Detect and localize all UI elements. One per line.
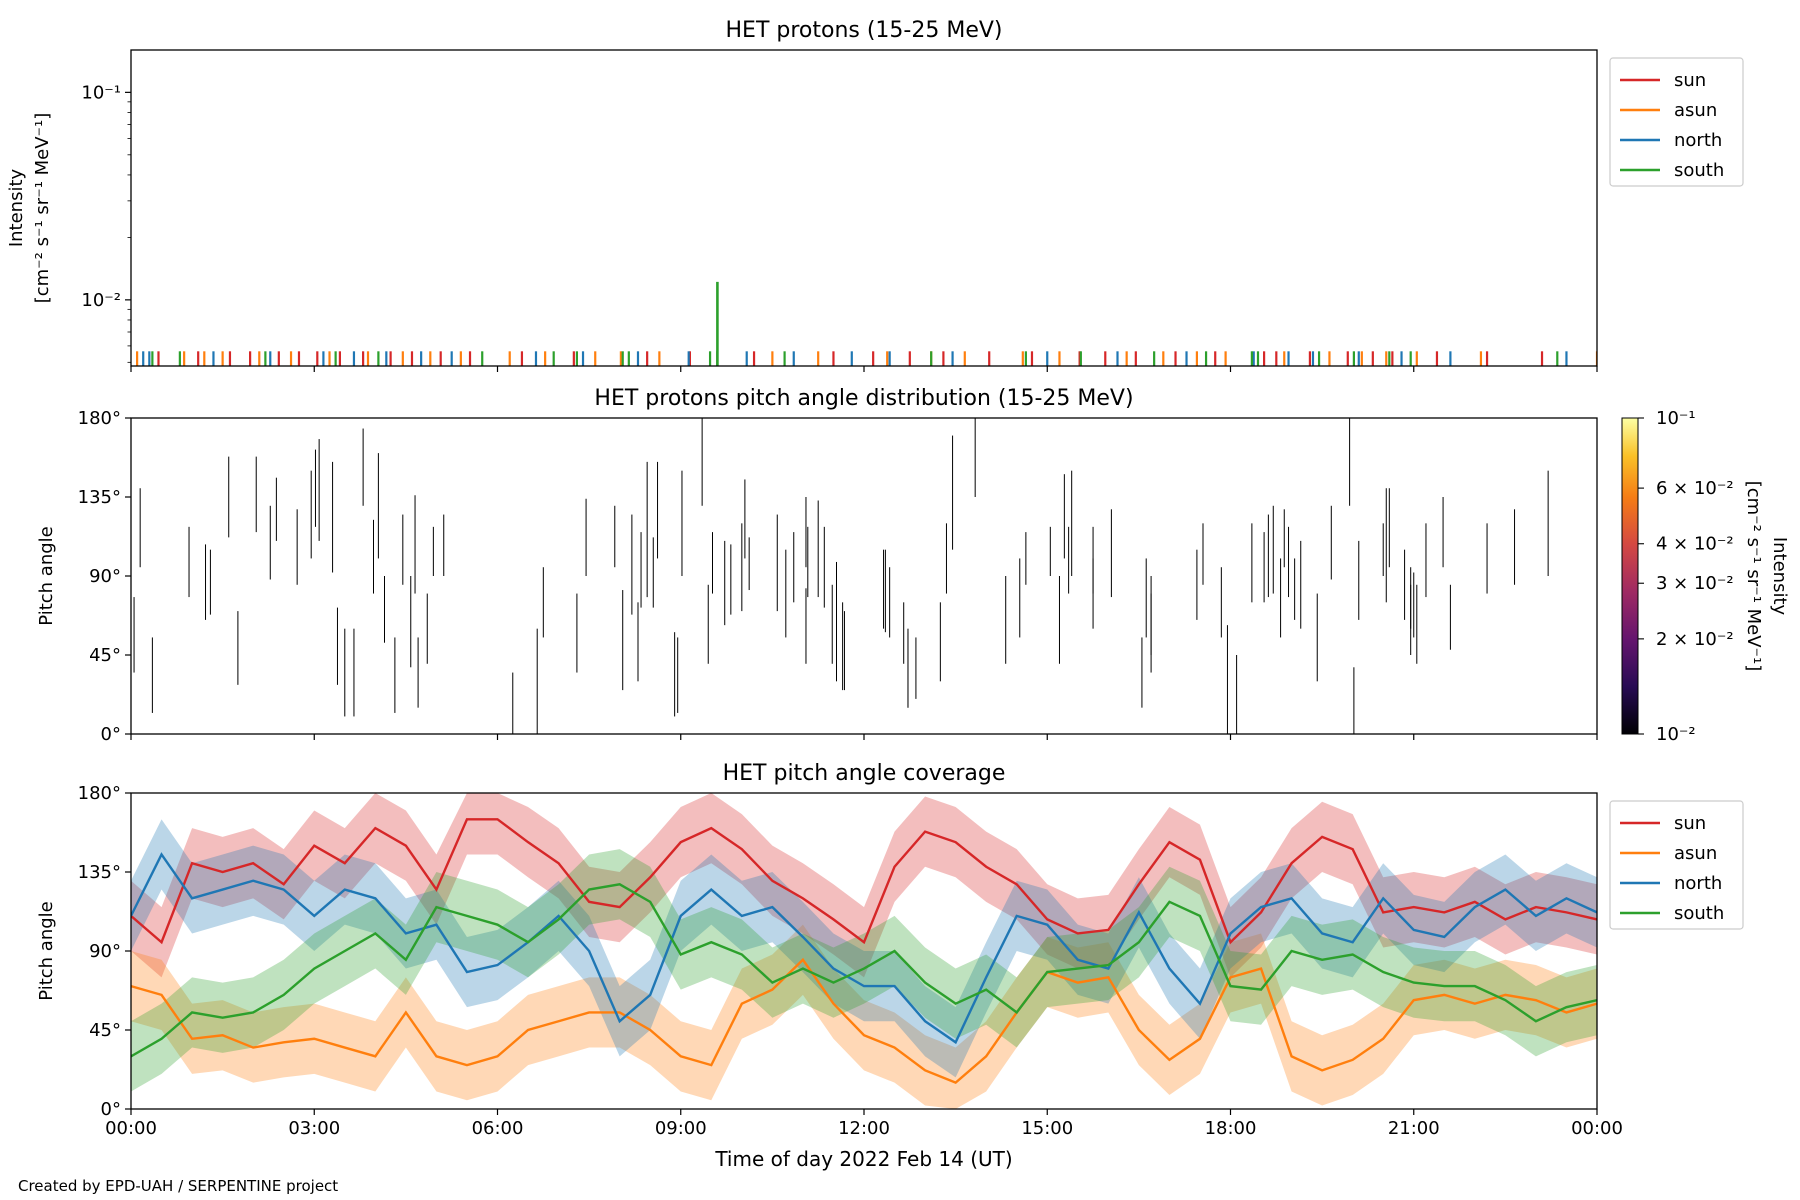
colorbar (1621, 417, 1639, 735)
panel-het-protons: HET protons (15-25 MeV) 10⁻¹ 10⁻² Intensi… (6, 18, 1744, 372)
panel2-marks (133, 418, 1549, 734)
colorbar-label-line1: Intensity (1769, 537, 1790, 616)
coverage-band-south (131, 849, 1597, 1092)
colorbar-tick-label: 3 × 10⁻² (1656, 573, 1734, 594)
x-tick-label: 15:00 (1021, 1118, 1073, 1139)
legend-label-south: south (1674, 160, 1724, 181)
x-tick-label: 18:00 (1205, 1118, 1257, 1139)
panel1-frame (130, 49, 1598, 367)
y-tick-label: 10⁻² (81, 290, 121, 311)
panel3-marks (131, 793, 1597, 1109)
y-tick-label: 135° (78, 487, 121, 508)
panel1-title: HET protons (15-25 MeV) (726, 18, 1003, 43)
coverage-line-asun (131, 957, 1597, 1085)
panel3-y-axis: 0° 45° 90° 135° 180° (78, 783, 131, 1120)
credit-text: Created by EPD-UAH / SERPENTINE project (18, 1177, 339, 1195)
legend-label-asun: asun (1674, 100, 1717, 121)
x-tick-label: 00:00 (105, 1118, 157, 1139)
colorbar-tick-label: 6 × 10⁻² (1656, 478, 1734, 499)
colorbar-tick-label: 10⁻² (1656, 724, 1696, 745)
x-tick-label: 00:00 (1571, 1118, 1623, 1139)
legend-box (1609, 57, 1744, 187)
y-tick-label: 45° (89, 1020, 121, 1041)
y-tick-label: 135° (78, 862, 121, 883)
panel2-title: HET protons pitch angle distribution (15… (594, 386, 1133, 411)
x-axis-label: Time of day 2022 Feb 14 (UT) (714, 1147, 1012, 1171)
legend-label-sun: sun (1674, 813, 1706, 834)
coverage-line-south (131, 883, 1597, 1058)
legend-top: sun asun north south (1609, 57, 1744, 187)
panel2-frame (130, 417, 1598, 735)
colorbar-tick-label: 4 × 10⁻² (1656, 534, 1734, 555)
x-tick-label: 09:00 (655, 1118, 707, 1139)
x-tick-label: 03:00 (288, 1118, 340, 1139)
colorbar-label-line2: [cm⁻² s⁻¹ sr⁻¹ MeV⁻¹] (1743, 481, 1764, 672)
coverage-line-north (131, 852, 1597, 1045)
legend-label-sun: sun (1674, 70, 1706, 91)
panel-pitch-angle-distribution: HET protons pitch angle distribution (15… (36, 386, 1790, 745)
legend-label-asun: asun (1674, 843, 1717, 864)
panel1-ylabel-line1: Intensity (6, 168, 27, 247)
legend-box (1609, 800, 1744, 930)
legend-label-north: north (1674, 873, 1722, 894)
x-tick-label: 12:00 (838, 1118, 890, 1139)
legend-bottom: sun asun north south (1609, 800, 1744, 930)
panel1-marks (136, 281, 1597, 366)
panel3-x-ticks: 00:00 03:00 06:00 09:00 12:00 15:00 18:00 21:00… (105, 1109, 1623, 1139)
y-tick-label: 180° (78, 408, 121, 429)
coverage-band-north (131, 819, 1597, 1078)
y-tick-label: 0° (101, 724, 121, 745)
panel2-x-ticks (130, 734, 1598, 740)
coverage-band-sun (131, 793, 1597, 978)
y-tick-label: 45° (89, 645, 121, 666)
coverage-line-sun (131, 818, 1597, 945)
panel1-y-axis: 10⁻¹ 10⁻² (81, 82, 131, 363)
panel3-ylabel: Pitch angle (36, 901, 57, 1000)
y-tick-label: 90° (89, 941, 121, 962)
legend-label-south: south (1674, 903, 1724, 924)
panel2-ylabel: Pitch angle (36, 526, 57, 625)
colorbar-tick-label: 10⁻¹ (1656, 408, 1696, 429)
x-tick-label: 21:00 (1388, 1118, 1440, 1139)
panel1-x-ticks (130, 366, 1598, 372)
y-tick-label: 90° (89, 566, 121, 587)
panel-pitch-angle-coverage: HET pitch angle coverage 0° 45° 90° 135° 180… (36, 761, 1744, 1171)
panel1-ylabel-line2: [cm⁻² s⁻¹ sr⁻¹ MeV⁻¹] (32, 113, 53, 304)
panel3-title: HET pitch angle coverage (723, 761, 1006, 786)
colorbar-tick-label: 2 × 10⁻² (1656, 629, 1734, 650)
x-tick-label: 06:00 (472, 1118, 524, 1139)
y-tick-label: 180° (78, 783, 121, 804)
colorbar-ticks: 10⁻¹ 6 × 10⁻² 4 × 10⁻² 3 × 10⁻² 2 × 10⁻² 10⁻² (1638, 408, 1734, 745)
y-tick-label: 10⁻¹ (81, 82, 121, 103)
coverage-band-asun (131, 924, 1597, 1109)
legend-label-north: north (1674, 130, 1722, 151)
panel2-y-axis: 0° 45° 90° 135° 180° (78, 408, 131, 745)
y-tick-label: 0° (101, 1099, 121, 1120)
